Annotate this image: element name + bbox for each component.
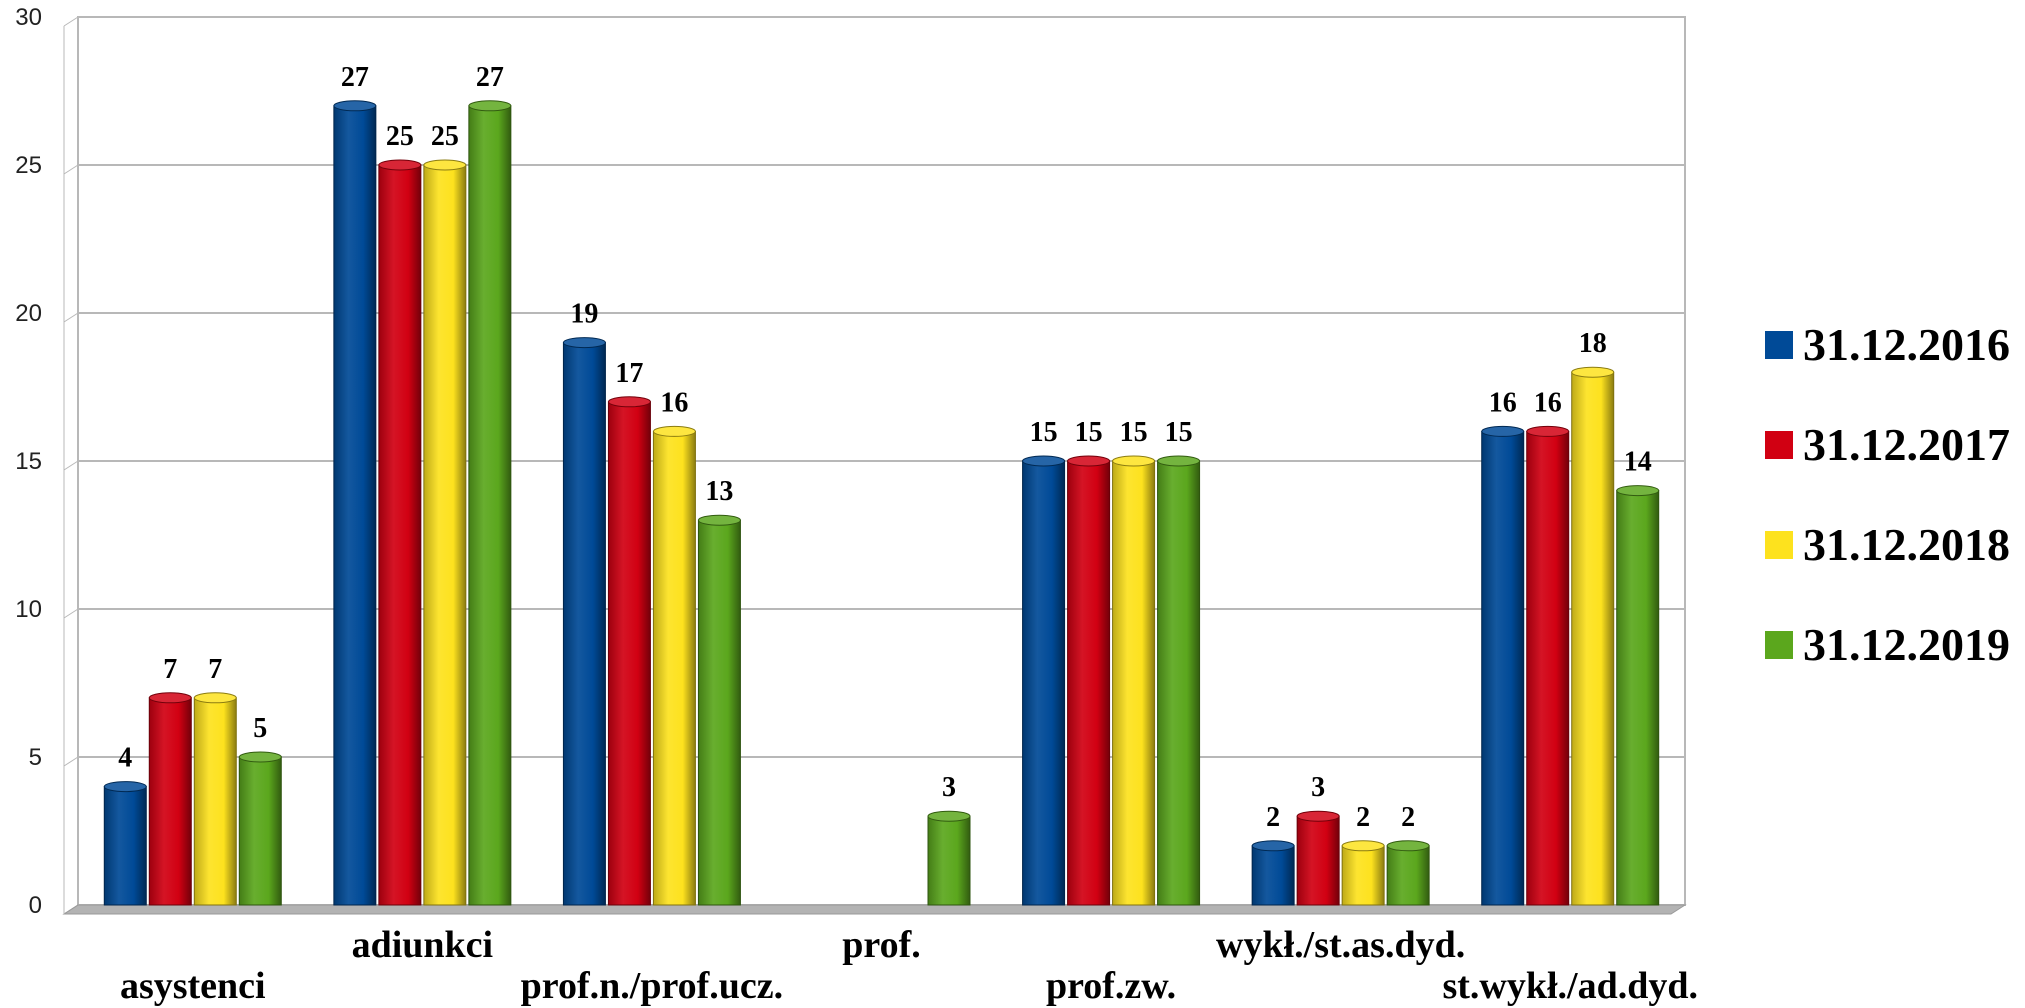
legend: 31.12.2016 31.12.2017 31.12.2018 31.12.2019 <box>1765 319 2010 670</box>
y-tick-label: 20 <box>15 300 42 327</box>
category-label: adiunkci <box>352 924 494 966</box>
y-tick-label: 30 <box>15 4 42 31</box>
y-tick-label: 25 <box>15 152 42 179</box>
data-label: 13 <box>705 476 733 507</box>
y-axis-ticks: 0 5 10 15 20 25 30 <box>15 4 42 919</box>
data-label: 2 <box>1266 802 1280 833</box>
bar <box>378 159 422 906</box>
legend-swatch <box>1765 531 1793 559</box>
data-label: 16 <box>1534 387 1562 418</box>
bar <box>1251 840 1295 906</box>
y-tick-label: 5 <box>29 744 42 771</box>
data-label: 25 <box>386 121 414 152</box>
legend-item: 31.12.2018 <box>1765 519 2010 570</box>
bar <box>1296 810 1340 906</box>
bar <box>148 692 192 906</box>
bar <box>193 692 237 906</box>
data-label: 7 <box>163 654 177 685</box>
y-tick-label: 10 <box>15 596 42 623</box>
bar <box>1157 455 1201 906</box>
legend-label: 31.12.2019 <box>1803 619 2010 670</box>
bar <box>1481 425 1525 906</box>
bars <box>103 100 1660 906</box>
data-label: 4 <box>118 743 132 774</box>
data-label: 5 <box>253 713 267 744</box>
legend-label: 31.12.2018 <box>1803 519 2010 570</box>
legend-swatch <box>1765 331 1793 359</box>
category-labels: asystenci adiunkci prof.n./prof.ucz. prof. p… <box>120 924 1698 1007</box>
bar <box>1112 455 1156 906</box>
bar <box>1067 455 1111 906</box>
data-label: 3 <box>942 772 956 803</box>
category-label: prof.zw. <box>1046 965 1176 1007</box>
category-label: prof.n./prof.ucz. <box>521 965 784 1007</box>
data-label: 15 <box>1165 417 1193 448</box>
data-label: 27 <box>476 62 504 93</box>
legend-label: 31.12.2017 <box>1803 419 2010 470</box>
data-label: 7 <box>208 654 222 685</box>
legend-item: 31.12.2019 <box>1765 619 2010 670</box>
bar <box>697 514 741 906</box>
bar <box>238 751 282 906</box>
data-label: 25 <box>431 121 459 152</box>
legend-item: 31.12.2016 <box>1765 319 2010 370</box>
y-tick-label: 0 <box>29 892 42 919</box>
bar <box>607 396 651 906</box>
legend-label: 31.12.2016 <box>1803 319 2010 370</box>
category-label: wykł./st.as.dyd. <box>1216 924 1465 966</box>
legend-swatch <box>1765 431 1793 459</box>
data-label: 2 <box>1401 802 1415 833</box>
plot-floor <box>62 904 1687 915</box>
data-label: 14 <box>1624 447 1652 478</box>
data-label: 3 <box>1311 772 1325 803</box>
bar <box>1526 425 1570 906</box>
bar <box>562 337 606 906</box>
bar <box>1386 840 1430 906</box>
bar <box>652 425 696 906</box>
data-label: 16 <box>660 387 688 418</box>
data-label: 2 <box>1356 802 1370 833</box>
bar <box>103 781 147 906</box>
category-label: st.wykł./ad.dyd. <box>1442 965 1698 1007</box>
bar <box>1571 366 1615 906</box>
data-label: 15 <box>1075 417 1103 448</box>
bar <box>468 100 512 906</box>
data-label: 18 <box>1579 328 1607 359</box>
data-label: 27 <box>341 62 369 93</box>
bar <box>333 100 377 906</box>
data-label: 19 <box>570 299 598 330</box>
category-label: prof. <box>842 924 920 966</box>
legend-swatch <box>1765 631 1793 659</box>
legend-item: 31.12.2017 <box>1765 419 2010 470</box>
bar <box>1341 840 1385 906</box>
bar <box>423 159 467 906</box>
data-label: 16 <box>1489 387 1517 418</box>
category-label: asystenci <box>120 965 266 1007</box>
bar <box>1616 485 1660 906</box>
data-label: 17 <box>615 358 643 389</box>
gridlines <box>62 16 1687 915</box>
data-label: 15 <box>1120 417 1148 448</box>
bar <box>927 810 971 906</box>
data-label: 15 <box>1030 417 1058 448</box>
y-tick-label: 15 <box>15 448 42 475</box>
bar <box>1022 455 1066 906</box>
